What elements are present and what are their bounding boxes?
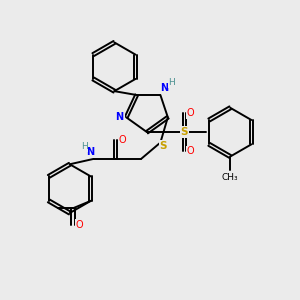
Text: O: O: [76, 220, 83, 230]
Text: S: S: [180, 127, 188, 137]
Text: S: S: [160, 141, 167, 151]
Text: O: O: [118, 135, 126, 145]
Text: H: H: [81, 142, 87, 151]
Text: N: N: [116, 112, 124, 122]
Text: O: O: [187, 108, 194, 118]
Text: O: O: [187, 146, 194, 157]
Text: N: N: [160, 83, 168, 94]
Text: H: H: [168, 78, 175, 87]
Text: CH₃: CH₃: [222, 173, 238, 182]
Text: N: N: [86, 147, 94, 158]
